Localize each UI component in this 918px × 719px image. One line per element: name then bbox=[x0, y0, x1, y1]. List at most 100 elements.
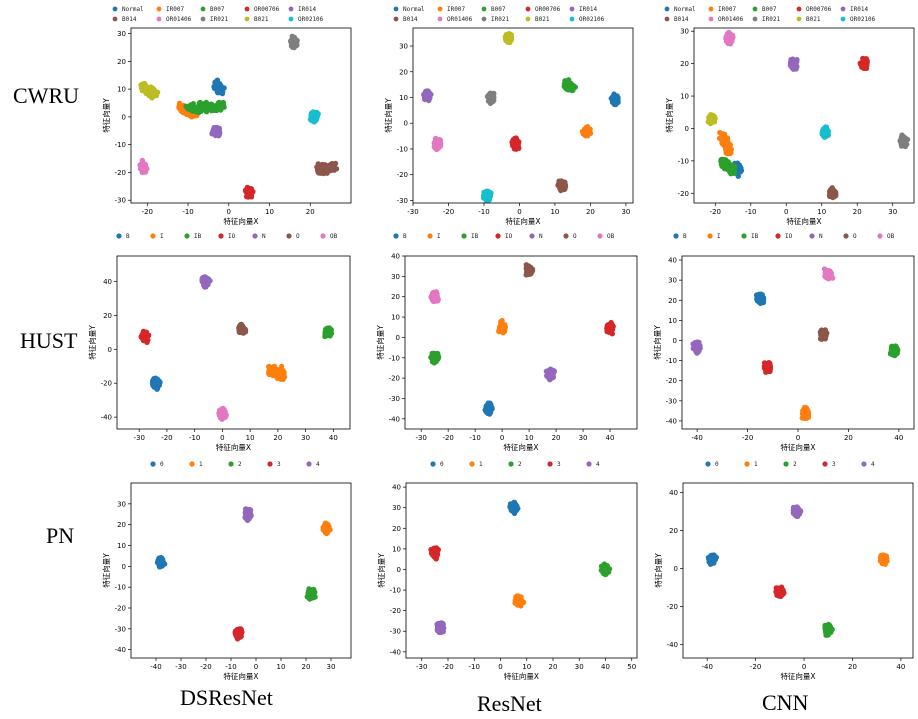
legend-marker bbox=[840, 16, 846, 22]
legend-item: IB bbox=[461, 233, 479, 240]
legend-label: IR007 bbox=[166, 6, 184, 13]
legend-label: IB bbox=[194, 233, 202, 240]
legend-label: IR014 bbox=[850, 6, 868, 13]
scatter-points bbox=[421, 31, 621, 203]
cluster-or00706 bbox=[509, 135, 522, 152]
data-point bbox=[178, 102, 184, 109]
cluster-or02106 bbox=[307, 109, 321, 125]
cluster-b021 bbox=[705, 112, 718, 127]
cluster-o bbox=[523, 262, 536, 278]
data-point bbox=[291, 43, 298, 49]
y-tick-label: -30 bbox=[115, 197, 126, 205]
cluster-i bbox=[496, 317, 508, 336]
legend-marker bbox=[752, 16, 758, 22]
data-point bbox=[863, 62, 869, 68]
data-point bbox=[515, 143, 521, 149]
y-tick-label: 20 bbox=[680, 60, 689, 68]
x-tick-label: -20 bbox=[161, 434, 172, 442]
legend-marker bbox=[752, 6, 758, 12]
y-tick-label: 20 bbox=[117, 58, 126, 66]
legend-marker bbox=[461, 233, 467, 239]
legend-marker bbox=[481, 6, 487, 12]
legend-label: IR007 bbox=[718, 6, 736, 13]
y-tick-label: -20 bbox=[678, 190, 689, 198]
legend-marker bbox=[288, 16, 294, 22]
legend-item: OR02106 bbox=[288, 16, 324, 23]
legend-item: B bbox=[393, 233, 407, 240]
legend-label: B021 bbox=[535, 16, 550, 23]
legend-label: IR007 bbox=[447, 6, 465, 13]
cluster-or00706 bbox=[857, 55, 870, 72]
legend-item: B021 bbox=[796, 16, 821, 23]
y-tick-label: 30 bbox=[399, 43, 408, 51]
x-tick-label: 30 bbox=[621, 208, 630, 216]
legend-marker bbox=[218, 233, 224, 239]
data-point bbox=[791, 61, 797, 67]
y-tick-label: 20 bbox=[103, 312, 112, 320]
scatter-points bbox=[705, 29, 911, 201]
data-point bbox=[611, 93, 617, 100]
x-axis-label: 特征向量X bbox=[786, 216, 821, 226]
legend-label: OB bbox=[330, 233, 338, 240]
y-tick-label: -10 bbox=[397, 145, 408, 153]
data-point bbox=[506, 37, 512, 43]
x-tick-label: 20 bbox=[853, 208, 862, 216]
legend-label: OR01406 bbox=[166, 16, 192, 23]
x-tick-label: -20 bbox=[443, 208, 454, 216]
cluster-b021 bbox=[138, 80, 161, 101]
x-tick-label: 20 bbox=[586, 208, 595, 216]
cluster-io bbox=[604, 319, 616, 337]
cluster-or00706 bbox=[242, 184, 256, 200]
cluster-or01406 bbox=[723, 29, 736, 47]
data-point bbox=[237, 328, 243, 334]
scatter-points bbox=[138, 274, 335, 422]
legend-item: IR014 bbox=[569, 6, 597, 13]
y-tick-label: 0 bbox=[108, 346, 112, 354]
legend-marker bbox=[840, 6, 846, 12]
data-point bbox=[726, 166, 732, 172]
cluster-n bbox=[543, 366, 557, 383]
legend-marker bbox=[200, 6, 206, 12]
scatter-points bbox=[428, 262, 616, 417]
legend-item: OR00706 bbox=[244, 6, 280, 13]
cluster-normal bbox=[608, 91, 621, 108]
legend-item: OR02106 bbox=[569, 16, 605, 23]
x-tick-label: -20 bbox=[710, 208, 721, 216]
axes-frame bbox=[693, 27, 915, 204]
data-point bbox=[212, 131, 218, 137]
legend-item: OR01406 bbox=[437, 16, 473, 23]
legend-label: OR01406 bbox=[447, 16, 473, 23]
panel-hust-dsresnet: B I IB IO N O OB-30 -20 -10 0 10 20 30 40-40-2002040特… bbox=[87, 233, 351, 452]
cluster-or02106 bbox=[480, 188, 494, 203]
x-tick-label: 0 bbox=[220, 434, 224, 442]
legend-label: IR014 bbox=[298, 6, 316, 13]
x-tick-label: 30 bbox=[888, 208, 897, 216]
data-point bbox=[720, 135, 726, 142]
legend-item: B014 bbox=[112, 16, 137, 23]
data-point bbox=[207, 102, 213, 108]
row-label-cwru: CWRU bbox=[13, 83, 79, 108]
y-tick-label: 30 bbox=[117, 30, 126, 38]
legend-label: I bbox=[437, 233, 441, 240]
legend-label: OR02106 bbox=[850, 16, 876, 23]
cluster-ir021 bbox=[484, 90, 497, 107]
cluster-ob bbox=[216, 405, 229, 422]
legend-marker bbox=[796, 6, 802, 12]
legend-label: IR021 bbox=[210, 16, 228, 23]
legend-label: B007 bbox=[762, 6, 777, 13]
legend-item: IR007 bbox=[156, 6, 184, 13]
y-tick-label: 0 bbox=[404, 120, 408, 128]
legend-item: IR021 bbox=[752, 16, 780, 23]
cluster-b014 bbox=[555, 178, 569, 194]
legend-marker bbox=[529, 233, 535, 239]
legend-marker bbox=[288, 6, 294, 12]
cluster-ir021 bbox=[897, 132, 911, 150]
cluster-b bbox=[482, 400, 495, 417]
legend-label: IO bbox=[228, 233, 236, 240]
x-tick-label: -30 bbox=[133, 434, 144, 442]
legend-marker bbox=[708, 16, 714, 22]
x-tick-label: 20 bbox=[273, 434, 282, 442]
col-label-dsresnet: DSResNet bbox=[180, 685, 273, 710]
